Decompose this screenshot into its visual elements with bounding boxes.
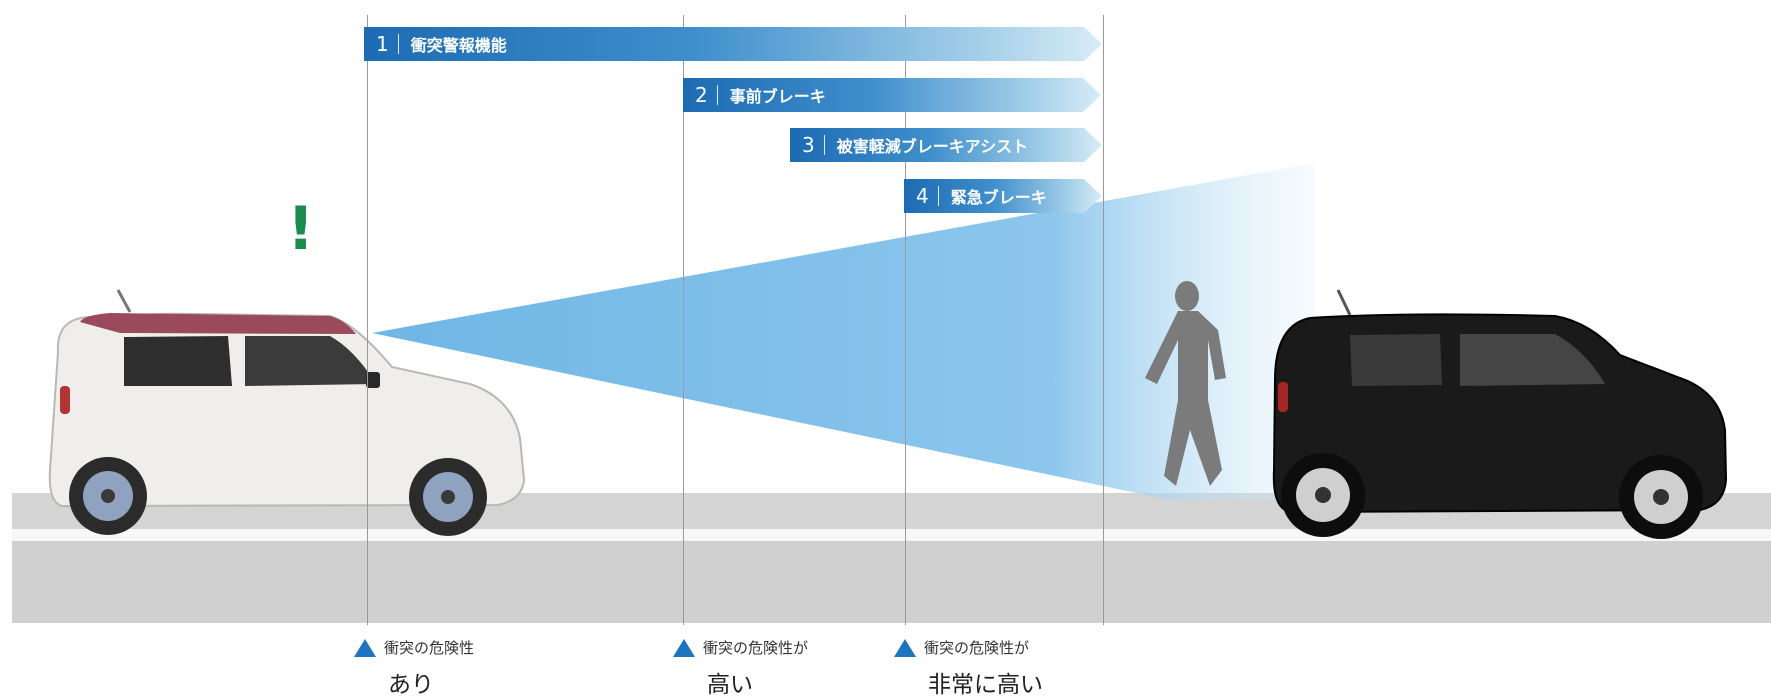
feature-arrow-emergency-brake: 4 緊急ブレーキ (904, 179, 1102, 213)
sensor-beam (372, 163, 1315, 500)
feature-separator (938, 186, 939, 206)
timeline-guide-2 (683, 15, 684, 625)
feature-number: 2 (695, 83, 708, 107)
feature-separator (717, 85, 718, 105)
feature-number: 1 (376, 32, 389, 56)
risk-caption: 衝突の危険性が (703, 639, 809, 657)
risk-level: 非常に高い (928, 672, 1043, 698)
feature-number: 4 (916, 184, 929, 208)
blue-triangle-icon (894, 639, 916, 657)
feature-number: 3 (802, 133, 815, 157)
feature-label: 衝突警報機能 (410, 36, 507, 55)
feature-arrow-brake-assist: 3 被害軽減ブレーキアシスト (790, 128, 1102, 162)
front-vehicle-icon (1272, 289, 1728, 539)
timeline-guide-3 (905, 15, 906, 625)
feature-arrow-collision-warning: 1 衝突警報機能 (364, 27, 1102, 61)
timeline-guide-4 (1103, 15, 1104, 625)
blue-triangle-icon (673, 639, 695, 657)
risk-caption: 衝突の危険性 (384, 639, 475, 657)
pedestrian-icon (1145, 281, 1226, 486)
warning-exclamation-icon: ! (287, 194, 315, 264)
risk-caption: 衝突の危険性が (924, 639, 1030, 657)
road-shoulder (12, 541, 1771, 623)
feature-separator (824, 135, 825, 155)
timeline-guide-1 (367, 15, 368, 625)
blue-triangle-icon (354, 639, 376, 657)
feature-label: 緊急ブレーキ (950, 188, 1047, 207)
feature-label: 被害軽減ブレーキアシスト (836, 137, 1029, 156)
feature-separator (398, 34, 399, 54)
risk-level: 高い (707, 672, 753, 698)
feature-arrow-pre-brake: 2 事前ブレーキ (683, 78, 1101, 112)
risk-level: あり (388, 672, 434, 698)
feature-label: 事前ブレーキ (729, 87, 826, 106)
own-vehicle-icon (48, 289, 526, 536)
